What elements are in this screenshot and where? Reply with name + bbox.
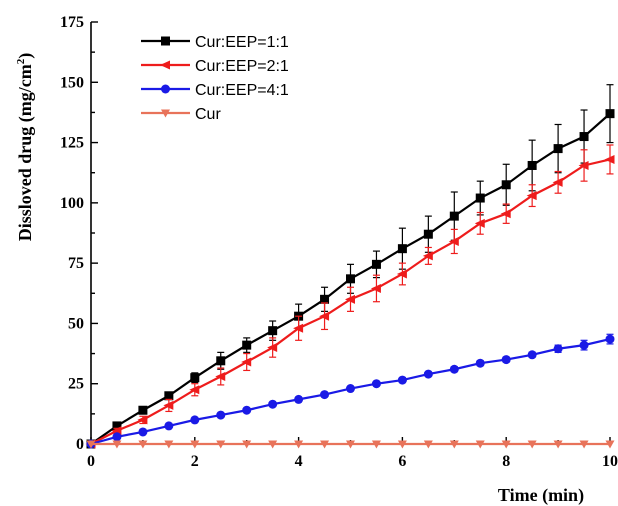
y-tick-label: 150 [60,74,84,91]
data-point [580,341,589,350]
data-point [216,411,225,420]
legend-marker [161,85,170,94]
x-axis-title: Time (min) [498,485,584,506]
legend-label: Cur:EEP=1:1 [195,34,289,51]
data-point [502,180,511,189]
legend-label: Cur:EEP=4:1 [195,82,289,99]
data-point [320,390,329,399]
data-point [450,212,459,221]
data-point [502,355,511,364]
data-point [164,421,173,430]
data-point [268,400,277,409]
x-tick-label: 10 [602,453,618,470]
y-tick-label: 25 [68,376,84,393]
legend-item: Cur:EEP=4:1 [141,82,289,99]
y-axis-title-main: Dissloved drug (mg/cm [15,64,36,241]
data-point [216,356,225,365]
data-point [476,359,485,368]
series-3 [87,441,615,449]
y-axis-title: Dissloved drug (mg/cm2) [15,53,36,242]
plot-area [86,85,615,449]
data-point [138,427,147,436]
legend-marker [161,37,170,46]
legend-item: Cur:EEP=1:1 [141,34,289,51]
y-tick-label: 175 [60,14,84,31]
data-point [112,432,121,441]
data-point [190,415,199,424]
data-point [294,395,303,404]
data-point [398,244,407,253]
data-point [398,376,407,385]
data-point [346,384,355,393]
data-point [476,194,485,203]
data-point [554,144,563,153]
data-point [242,406,251,415]
y-axis-title-suffix: ) [15,53,36,59]
x-tick-label: 8 [502,453,510,470]
legend-item: Cur:EEP=2:1 [141,58,289,75]
legend: Cur:EEP=1:1 Cur:EEP=2:1 Cur:EEP=4:1 Cur [141,34,289,123]
legend-marker [160,61,170,70]
legend-label: Cur [195,106,221,123]
data-point [190,373,199,382]
data-point [424,230,433,239]
y-tick-label: 75 [68,255,84,272]
legend-item: Cur [141,106,221,123]
data-point [580,132,589,141]
y-tick-label: 125 [60,135,84,152]
data-point [554,344,563,353]
data-point [606,335,615,344]
y-tick-label: 0 [76,436,84,453]
legend-label: Cur:EEP=2:1 [195,58,289,75]
data-point [346,274,355,283]
data-point [528,161,537,170]
data-point [242,341,251,350]
x-tick-label: 4 [295,453,303,470]
x-tick-label: 6 [398,453,406,470]
x-tick-label: 2 [191,453,199,470]
data-point [606,109,615,118]
data-point [268,326,277,335]
data-point [528,350,537,359]
data-point [138,406,147,415]
data-point [372,379,381,388]
series-0 [87,85,615,449]
data-point [424,370,433,379]
x-tick-label: 0 [87,453,95,470]
data-point [450,365,459,374]
y-tick-label: 50 [68,315,84,332]
data-point [372,260,381,269]
y-tick-label: 100 [60,195,84,212]
